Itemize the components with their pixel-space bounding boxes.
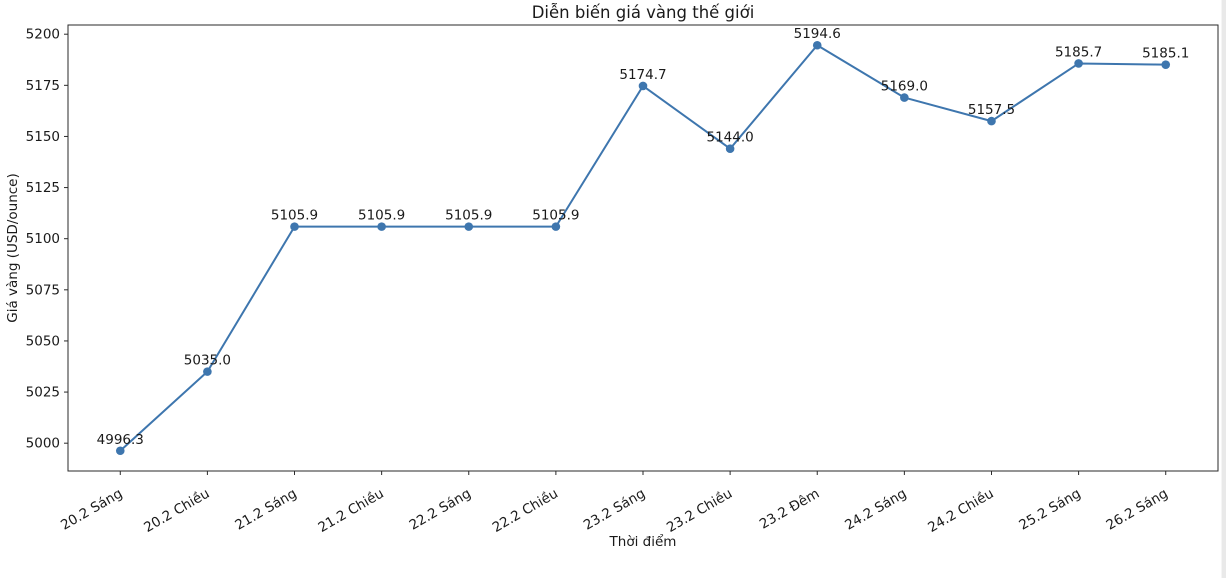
data-point-marker [551, 222, 561, 231]
data-point-marker [900, 93, 909, 102]
data-point-label: 5105.9 [532, 208, 579, 224]
x-tick-label: 23.2 Chiều [663, 485, 735, 536]
data-point-marker [812, 40, 822, 50]
y-tick-label: 5150 [26, 129, 60, 145]
y-tick-label: 5050 [26, 333, 60, 349]
data-point-label: 5157.5 [968, 102, 1015, 118]
y-tick-label: 5200 [26, 27, 60, 43]
y-tick-label: 5175 [26, 78, 60, 94]
data-point-label: 5169.0 [881, 79, 928, 95]
x-tick-label: 20.2 Sáng [58, 486, 125, 534]
data-point-marker [290, 222, 299, 231]
data-point-label: 5144.0 [706, 130, 753, 146]
x-tick-label: 23.2 Đêm [757, 486, 822, 533]
data-point-label: 5174.7 [619, 67, 666, 83]
data-point-marker [1161, 60, 1171, 69]
data-point-label: 5185.7 [1055, 44, 1102, 60]
x-tick-label: 21.2 Sáng [232, 486, 299, 534]
vertical-scrollbar[interactable] [1221, 0, 1226, 578]
y-tick-label: 5125 [26, 180, 60, 196]
x-tick-label: 20.2 Chiều [141, 485, 213, 536]
data-point-marker [203, 367, 212, 376]
x-tick-label: 24.2 Chiều [925, 485, 997, 536]
x-tick-label: 22.2 Sáng [407, 486, 474, 534]
x-tick-label: 23.2 Sáng [581, 486, 648, 534]
x-tick-label: 24.2 Sáng [842, 486, 909, 534]
data-point-marker [115, 446, 125, 456]
data-point-marker [987, 116, 996, 126]
y-tick-label: 5075 [26, 282, 60, 298]
x-tick-label: 21.2 Chiều [315, 485, 387, 536]
data-point-marker [377, 222, 386, 231]
data-point-label: 5194.6 [794, 26, 841, 42]
plot-area-border [67, 24, 1219, 472]
data-point-label: 5185.1 [1142, 46, 1189, 62]
data-point-label: 4996.3 [97, 432, 144, 448]
y-axis-label: Giá vàng (USD/ounce) [5, 173, 21, 322]
y-tick-label: 5025 [26, 385, 60, 401]
data-point-label: 5105.9 [445, 208, 492, 224]
x-tick-label: 26.2 Sáng [1104, 486, 1171, 534]
y-tick-label: 5100 [26, 231, 60, 247]
x-tick-label: 22.2 Chiều [489, 485, 561, 536]
data-point-label: 5105.9 [358, 208, 405, 224]
data-point-marker [725, 144, 735, 154]
data-point-marker [638, 81, 648, 91]
data-point-label: 5105.9 [271, 208, 318, 224]
data-point-label: 5035.0 [184, 353, 231, 369]
x-tick-label: 25.2 Sáng [1016, 486, 1083, 534]
y-tick-label: 5000 [26, 436, 60, 452]
chart-title: Diễn biến giá vàng thế giới [532, 3, 755, 22]
data-point-marker [464, 222, 474, 231]
data-point-marker [1074, 59, 1083, 68]
x-axis-label: Thời điểm [609, 533, 677, 550]
